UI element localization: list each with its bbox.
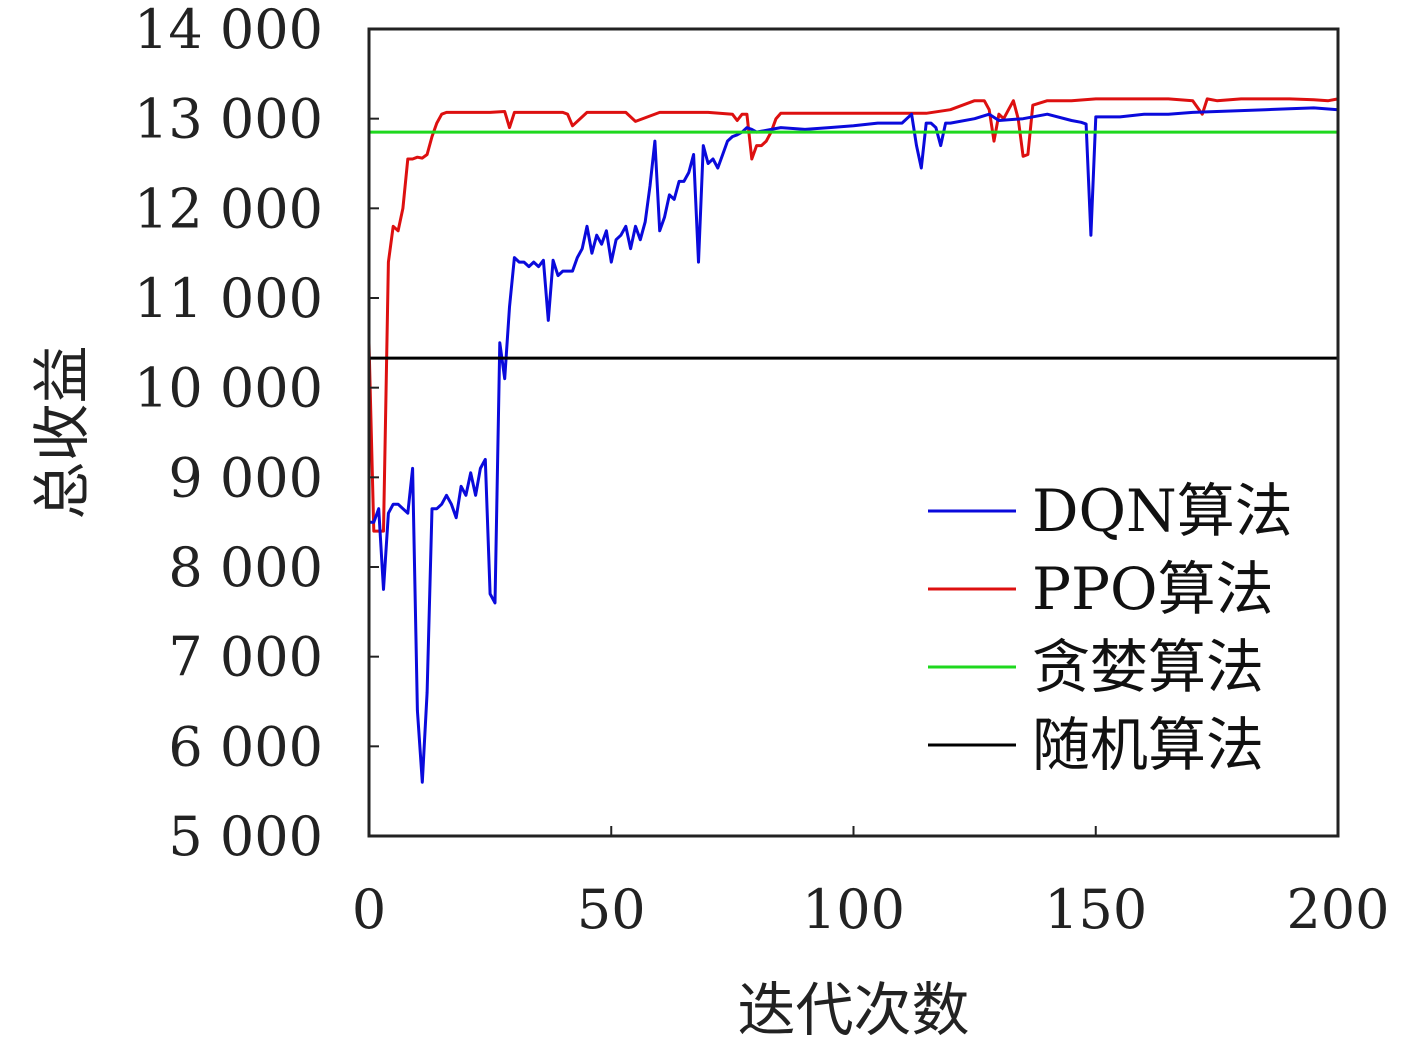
y-tick-label: 13 000 (134, 88, 323, 151)
y-tick-label: 14 000 (134, 0, 323, 61)
x-axis: 0 50 100 150 200 (352, 826, 1390, 941)
x-tick-label: 150 (1044, 878, 1147, 941)
y-tick-label: 6 000 (168, 715, 323, 778)
y-tick-label: 10 000 (134, 357, 323, 420)
series-line-1 (369, 106, 1339, 784)
y-axis: 5 000 6 000 7 000 8 000 9 000 10 000 11 000 12 … (134, 0, 379, 868)
x-tick-label: 0 (352, 878, 386, 941)
y-tick-label: 11 000 (134, 267, 323, 330)
legend-label: DQN算法 (1032, 477, 1293, 545)
legend-label: 贪婪算法 (1032, 633, 1264, 701)
y-tick-label: 5 000 (168, 805, 323, 868)
series-line-2 (367, 97, 1339, 533)
x-tick-label: 200 (1286, 878, 1389, 941)
x-axis-title: 迭代次数 (737, 976, 969, 1044)
y-tick-label: 8 000 (168, 536, 323, 599)
x-tick-label: 50 (577, 878, 646, 941)
reference-lines (369, 130, 1338, 360)
x-tick-label: 100 (802, 878, 905, 941)
legend-label: PPO算法 (1032, 555, 1274, 623)
y-tick-label: 9 000 (168, 446, 323, 509)
y-tick-label: 12 000 (134, 177, 323, 240)
y-tick-label: 7 000 (168, 626, 323, 689)
y-axis-title: 总收益 (28, 345, 96, 519)
legend-label: 随机算法 (1032, 711, 1264, 779)
series-layer (367, 97, 1339, 784)
